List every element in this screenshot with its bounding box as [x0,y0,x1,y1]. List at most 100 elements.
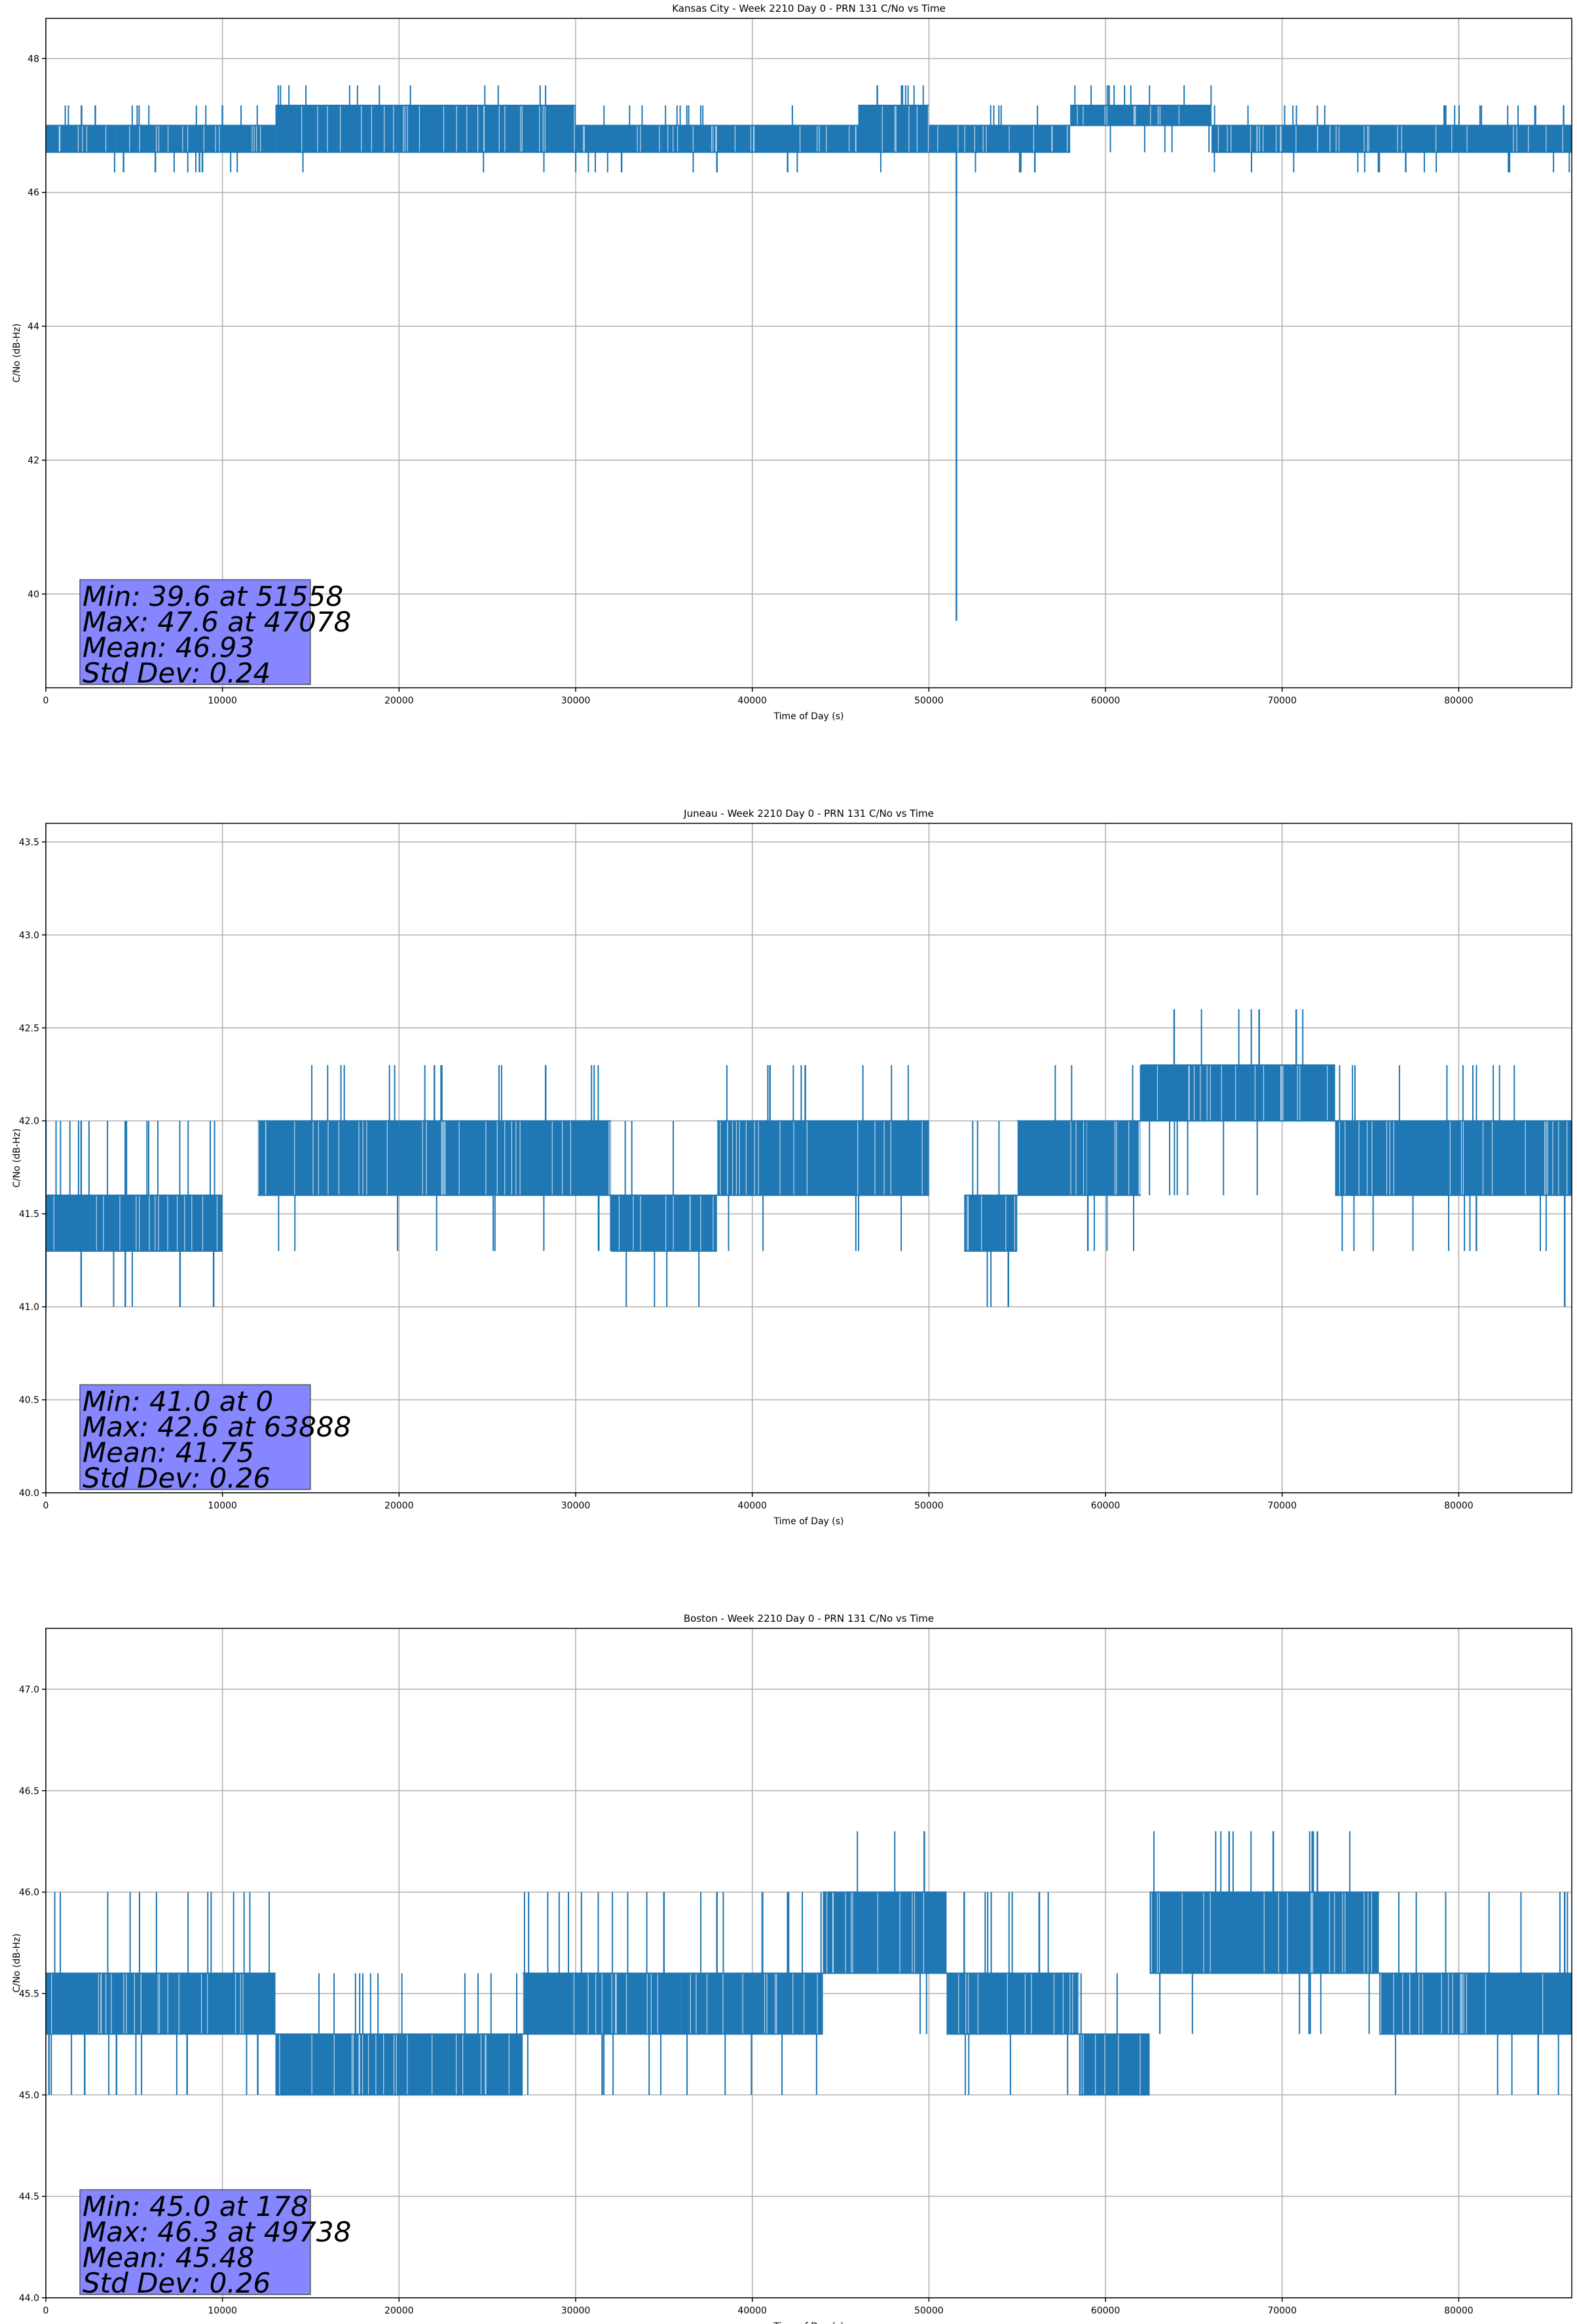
noise-spikes [278,1065,399,1251]
x-axis-label: Time of Day (s) [773,2321,844,2324]
band-segment [823,1892,947,1974]
band-gaps [279,2034,510,2095]
x-tick-label: 40000 [737,696,767,706]
y-tick-label: 40.5 [19,1395,39,1406]
y-tick-label: 41.5 [19,1209,39,1220]
x-tick-label: 70000 [1267,1501,1297,1511]
y-axis-label: C/No (dB-Hz) [12,1129,22,1188]
band-segment [134,1973,276,2034]
band-segment [576,125,859,153]
x-tick-label: 50000 [914,2306,944,2316]
band-segment [46,1973,134,2034]
noise-spikes [135,1892,270,2095]
noise-spikes [1074,85,1212,153]
x-tick-label: 0 [43,1501,49,1511]
stats-line: Mean: 41.75 [83,1436,254,1469]
x-tick-label: 70000 [1267,2306,1297,2316]
stats-line: Min: 39.6 at 51558 [83,580,343,612]
chart-title: Kansas City - Week 2210 Day 0 - PRN 131 … [672,3,946,14]
stats-line: Std Dev: 0.24 [83,657,270,689]
noise-spikes [972,1121,1000,1307]
y-tick-label: 45.0 [19,2090,39,2101]
band-segment [1079,2034,1150,2095]
series-cno [46,85,1572,621]
band-segment [275,2034,523,2095]
x-tick-label: 50000 [914,1501,944,1511]
band-gaps [716,1121,923,1195]
y-tick-label: 44.5 [19,2192,39,2202]
y-tick-label: 46 [28,188,39,198]
band-gaps [958,1974,1079,2034]
band-segment [946,1973,1079,2034]
stats-line: Max: 46.3 at 49738 [83,2216,351,2248]
stats-line: Min: 45.0 at 178 [83,2190,308,2222]
band-gaps [583,126,857,152]
band-segment [681,1973,823,2034]
noise-spikes [424,1065,612,1251]
y-tick-label: 42.0 [19,1116,39,1127]
y-tick-label: 46.5 [19,1786,39,1797]
band-gaps [58,126,107,152]
y-tick-label: 44.0 [19,2293,39,2304]
y-tick-label: 45.5 [19,1989,39,1999]
band-gaps [881,105,929,152]
y-tick-label: 41.0 [19,1302,39,1313]
noise-spikes [1149,1009,1304,1195]
band-segment [716,1121,929,1195]
series-cno [46,1831,1572,2096]
band-gaps [1339,1121,1568,1195]
stats-box [79,1384,311,1490]
x-tick-label: 40000 [737,1501,767,1511]
x-tick-label: 30000 [561,1501,591,1511]
band-gaps [1217,126,1563,152]
x-tick-label: 30000 [561,696,591,706]
band-gaps [967,1195,1015,1250]
chart-title: Boston - Week 2210 Day 0 - PRN 131 C/No … [684,1613,934,1624]
band-gaps [618,1195,714,1250]
x-tick-label: 30000 [561,2306,591,2316]
chart-panel-2: Juneau - Week 2210 Day 0 - PRN 131 C/No … [12,808,1572,1527]
y-axis-label: C/No (dB-Hz) [12,324,22,383]
band-segment [275,105,576,153]
x-tick-label: 20000 [384,696,414,706]
band-gaps [690,1974,818,2034]
x-tick-label: 40000 [737,2306,767,2316]
noise-spikes [857,1831,927,2034]
x-tick-label: 20000 [384,1501,414,1511]
x-tick-label: 20000 [384,2306,414,2316]
band-gaps [1380,1974,1544,2034]
band-gaps [257,1121,388,1195]
x-tick-label: 70000 [1267,696,1297,706]
axes-frame [45,18,1572,688]
x-tick-label: 60000 [1091,2306,1121,2316]
band-segment [1140,1065,1335,1121]
band-gaps [422,1121,611,1195]
y-tick-label: 44 [28,322,39,332]
y-axis-label: C/No (dB-Hz) [12,1934,22,1993]
band-segment [46,125,117,153]
x-tick-label: 10000 [208,2306,237,2316]
y-tick-label: 40 [28,590,39,600]
stats-line: Max: 47.6 at 47078 [83,606,351,638]
noise-spikes [974,105,1039,173]
y-tick-label: 40.0 [19,1488,39,1499]
chart-title: Juneau - Week 2210 Day 0 - PRN 131 C/No … [683,808,934,819]
chart-panel-3: Boston - Week 2210 Day 0 - PRN 131 C/No … [12,1613,1572,2324]
noise-spikes [575,105,798,173]
stats-line: Std Dev: 0.26 [83,2267,270,2299]
noise-spikes [686,1892,822,2095]
noise-spikes [523,1892,661,2095]
noise-spikes [624,1121,700,1307]
x-tick-label: 10000 [208,696,237,706]
y-tick-label: 42.5 [19,1023,39,1034]
band-gaps [301,105,575,152]
noise-spikes [1054,1065,1141,1251]
x-tick-label: 80000 [1444,696,1474,706]
x-axis-label: Time of Day (s) [773,1516,844,1527]
y-tick-label: 48 [28,54,39,64]
noise-spikes [318,1973,517,2034]
stats-line: Min: 41.0 at 0 [83,1385,273,1417]
y-tick-label: 42 [28,456,39,466]
band-gaps [937,126,1068,152]
